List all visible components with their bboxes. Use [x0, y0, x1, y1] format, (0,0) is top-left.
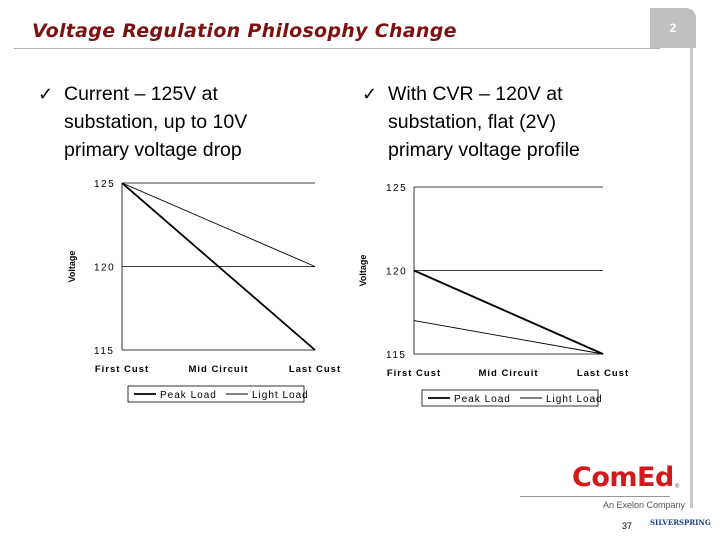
y-tick-label: 125	[386, 183, 407, 194]
series-line-peak-load	[413, 269, 604, 355]
registered-mark: ®	[675, 484, 680, 490]
bullet-line: substation, up to 10V	[64, 111, 248, 133]
legend-box	[127, 385, 305, 403]
legend-label: Peak Load	[454, 394, 511, 405]
right-edge-bar	[690, 48, 693, 508]
bullet-line: With CVR – 120V at	[388, 83, 563, 105]
legend-box	[421, 389, 599, 407]
title-divider	[14, 48, 660, 49]
bullet-line: Current – 125V at	[64, 83, 218, 105]
y-tick-label: 115	[386, 350, 406, 361]
bullet-line: primary voltage drop	[64, 139, 242, 161]
page-number: 37	[622, 521, 633, 531]
x-tick-label: First Cust	[387, 368, 441, 379]
legend-label: Peak Load	[160, 390, 217, 401]
y-tick-label: 125	[94, 179, 115, 190]
page-tab: 2	[650, 8, 696, 48]
chart-cvr-profile: 125 120 115 Voltage First Cust Mid Circuit Las…	[358, 183, 629, 407]
checkmark-icon: ✓	[38, 84, 54, 104]
chart-current-profile: 125 120 115 Voltage First Cust Mid Circuit Las…	[67, 179, 341, 403]
y-tick-label: 120	[94, 263, 115, 274]
silverspring-logo: SILVERSPRING	[650, 518, 711, 527]
x-tick-label: First Cust	[95, 364, 149, 375]
series-line-light-load	[121, 182, 316, 267]
bullet-current: ✓ Current – 125V at substation, up to 10…	[38, 80, 248, 164]
series-line-light-load	[413, 320, 604, 355]
checkmark-icon: ✓	[362, 84, 378, 104]
y-axis-label: Voltage	[358, 255, 368, 287]
x-tick-label: Last Cust	[289, 364, 341, 375]
series-line-peak-load	[121, 182, 316, 351]
x-tick-label: Mid Circuit	[478, 368, 538, 379]
logo-divider	[520, 496, 670, 497]
y-axis-label: Voltage	[67, 251, 77, 283]
exelon-tagline: An Exelon Company	[603, 500, 686, 510]
x-tick-label: Mid Circuit	[188, 364, 248, 375]
comed-logo: ComEd	[572, 462, 674, 493]
bullet-cvr: ✓ With CVR – 120V at substation, flat (2…	[362, 80, 580, 164]
slide-title: Voltage Regulation Philosophy Change	[32, 20, 457, 42]
legend-label: Light Load	[252, 390, 309, 401]
x-tick-label: Last Cust	[577, 368, 629, 379]
bullet-line: primary voltage profile	[388, 139, 580, 161]
legend-label: Light Load	[546, 394, 603, 405]
y-tick-label: 120	[386, 267, 407, 278]
bullet-line: substation, flat (2V)	[388, 111, 556, 133]
y-tick-label: 115	[94, 346, 114, 357]
